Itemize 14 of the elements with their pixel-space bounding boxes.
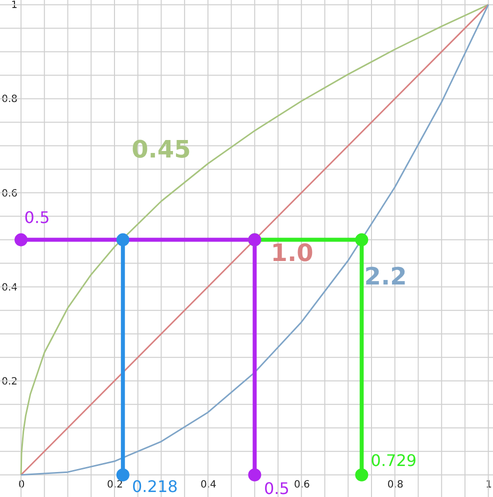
annotation: 0.5 (264, 478, 290, 497)
series-label: 2.2 (364, 262, 407, 290)
x-tick-label: 0.2 (107, 479, 123, 490)
series-label: 0.45 (132, 135, 191, 164)
x-tick-label: 0 (18, 479, 25, 490)
x-tick-label: 0.4 (200, 479, 216, 490)
x-tick-label: 0.6 (294, 479, 310, 490)
annotation: 0.729 (370, 450, 417, 470)
annotation: 0.218 (132, 476, 178, 496)
x-tick-label: 0.8 (387, 479, 404, 490)
y-tick-label: 1 (11, 0, 18, 12)
line-series (20, 4, 490, 476)
series-label: 1.0 (270, 238, 314, 267)
annotation: 0.5 (24, 208, 50, 227)
